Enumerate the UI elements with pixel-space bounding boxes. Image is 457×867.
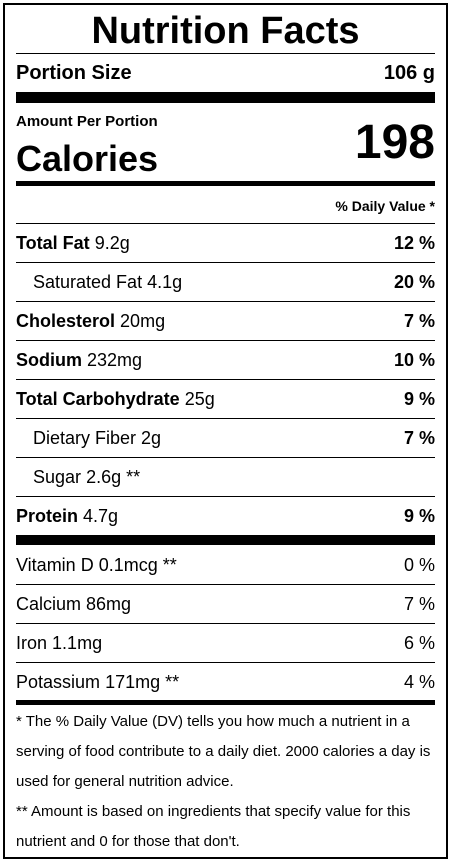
vitamin-dv: 0 % <box>403 555 435 575</box>
nutrient-row-total-carbohydrate: Total Carbohydrate 25g 9 % <box>16 380 435 418</box>
thick-divider <box>16 92 435 103</box>
nutrient-amount: 2g <box>141 428 162 448</box>
nutrient-name: Sugar <box>33 467 82 487</box>
divider <box>16 418 435 419</box>
divider <box>16 53 435 54</box>
vitamin-row-vitamin-d: Vitamin D 0.1mcg ** 0 % <box>16 546 435 584</box>
nutrient-amount: 2.6g ** <box>86 467 141 487</box>
nutrient-dv: 12 % <box>393 233 435 253</box>
nutrient-name: Dietary Fiber <box>33 428 137 448</box>
calories-label: Calories <box>16 138 159 179</box>
daily-value-header: % Daily Value * <box>335 198 435 214</box>
footnote-amount: ** Amount is based on ingredients that s… <box>16 803 411 850</box>
divider <box>16 496 435 497</box>
nutrient-amount: 4.7g <box>83 506 119 526</box>
divider <box>16 457 435 458</box>
nutrient-dv: 10 % <box>393 350 435 370</box>
vitamin-amount: 0.1mcg ** <box>98 555 177 575</box>
divider <box>16 662 435 663</box>
nutrient-dv: 9 % <box>403 389 435 409</box>
footnote-daily-value: * The % Daily Value (DV) tells you how m… <box>16 713 431 790</box>
vitamin-name: Potassium <box>16 672 101 692</box>
nutrient-name: Protein <box>16 506 79 526</box>
nutrient-dv: 9 % <box>403 506 435 526</box>
nutrient-amount: 232mg <box>87 350 143 370</box>
nutrient-row-cholesterol: Cholesterol 20mg 7 % <box>16 302 435 340</box>
vitamin-name: Vitamin D <box>16 555 94 575</box>
nutrient-dv: 7 % <box>403 428 435 448</box>
divider <box>16 223 435 224</box>
nutrient-name: Total Fat <box>16 233 90 253</box>
divider <box>16 301 435 302</box>
vitamin-row-calcium: Calcium 86mg 7 % <box>16 585 435 623</box>
nutrient-name: Sodium <box>16 350 82 370</box>
vitamin-name: Calcium <box>16 594 82 614</box>
divider <box>16 379 435 380</box>
nutrient-row-total-fat: Total Fat 9.2g 12 % <box>16 224 435 262</box>
medium-divider <box>16 181 435 186</box>
calories-value: 198 <box>354 116 435 169</box>
vitamin-name: Iron <box>16 633 48 653</box>
nutrient-name: Total Carbohydrate <box>16 389 180 409</box>
nutrient-dv: 7 % <box>403 311 435 331</box>
vitamin-dv: 7 % <box>403 594 435 614</box>
nutrient-row-sodium: Sodium 232mg 10 % <box>16 341 435 379</box>
nutrient-row-sugar: Sugar 2.6g ** <box>16 458 435 496</box>
portion-size-row: Portion Size 106 g <box>16 55 435 91</box>
nutrient-name: Cholesterol <box>16 311 116 331</box>
medium-divider <box>16 700 435 705</box>
nutrient-amount: 20mg <box>120 311 166 331</box>
footnotes: * The % Daily Value (DV) tells you how m… <box>16 707 438 857</box>
vitamin-dv: 4 % <box>403 672 435 692</box>
vitamin-amount: 86mg <box>86 594 132 614</box>
vitamin-row-potassium: Potassium 171mg ** 4 % <box>16 663 435 701</box>
portion-size-value: 106 g <box>383 62 435 84</box>
divider <box>16 262 435 263</box>
nutrition-label: Nutrition Facts Portion Size 106 g Amoun… <box>3 3 448 859</box>
label-title: Nutrition Facts <box>91 10 360 52</box>
vitamin-dv: 6 % <box>403 633 435 653</box>
divider <box>16 623 435 624</box>
nutrient-row-dietary-fiber: Dietary Fiber 2g 7 % <box>16 419 435 457</box>
nutrient-row-protein: Protein 4.7g 9 % <box>16 497 435 535</box>
thick-divider <box>16 535 435 545</box>
divider <box>16 584 435 585</box>
divider <box>16 340 435 341</box>
nutrient-amount: 9.2g <box>94 233 130 253</box>
portion-size-label: Portion Size <box>16 62 132 84</box>
vitamin-amount: 1.1mg <box>52 633 103 653</box>
nutrient-dv: 20 % <box>393 272 435 292</box>
amount-per-portion: Amount Per Portion <box>16 113 158 130</box>
vitamin-amount: 171mg ** <box>105 672 180 692</box>
nutrient-amount: 4.1g <box>147 272 183 292</box>
vitamin-row-iron: Iron 1.1mg 6 % <box>16 624 435 662</box>
nutrient-name: Saturated Fat <box>33 272 143 292</box>
nutrient-row-saturated-fat: Saturated Fat 4.1g 20 % <box>16 263 435 301</box>
nutrient-amount: 25g <box>184 389 215 409</box>
